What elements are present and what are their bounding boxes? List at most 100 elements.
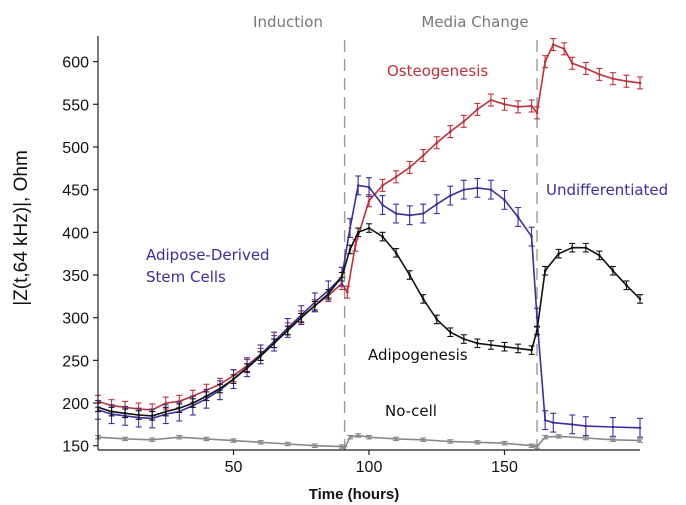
data-point <box>367 199 371 203</box>
data-point <box>367 226 371 230</box>
axes: 50 100 150 150 200 250 300 350 400 450 500 550 600 <box>62 36 640 476</box>
data-point <box>570 423 574 426</box>
y-tick-label: 300 <box>62 311 89 328</box>
y-tick-label: 550 <box>62 97 89 114</box>
data-point <box>611 269 615 273</box>
data-point <box>503 345 506 349</box>
data-point <box>638 426 642 430</box>
data-point <box>340 275 344 279</box>
data-point <box>421 438 425 442</box>
x-axis-label: Time (hours) <box>309 486 400 503</box>
plot-background <box>98 36 640 450</box>
data-point <box>611 77 615 80</box>
y-tick-label: 250 <box>62 353 89 370</box>
data-point <box>449 194 452 197</box>
y-tick-label: 350 <box>62 268 89 285</box>
y-tick-label: 500 <box>62 140 89 157</box>
data-point <box>638 439 642 442</box>
data-point <box>421 154 425 157</box>
data-point <box>611 425 615 429</box>
data-point <box>408 166 411 169</box>
data-point <box>394 251 398 255</box>
data-point <box>598 254 601 257</box>
y-tick-label: 150 <box>62 439 89 456</box>
data-point <box>178 406 181 410</box>
data-point <box>356 434 360 437</box>
data-point <box>476 186 479 190</box>
data-point <box>562 47 566 51</box>
data-point <box>327 292 330 296</box>
data-point <box>394 175 398 179</box>
data-point <box>611 438 615 442</box>
data-point <box>638 81 642 85</box>
data-point <box>584 246 588 249</box>
data-point <box>348 226 352 230</box>
data-point <box>408 213 411 217</box>
data-point <box>503 441 506 445</box>
data-point <box>570 246 574 249</box>
data-point <box>191 401 195 405</box>
no-cell-label: No-cell <box>385 402 437 420</box>
data-point <box>530 444 533 448</box>
data-point <box>584 67 588 70</box>
data-point <box>356 184 360 187</box>
data-point <box>313 444 317 448</box>
data-point <box>543 435 547 439</box>
series-group-4 <box>95 433 643 451</box>
series-group-3 <box>95 223 643 421</box>
data-point <box>286 329 290 332</box>
data-point <box>584 424 588 428</box>
data-point <box>557 435 560 438</box>
data-point <box>435 141 439 145</box>
data-point <box>435 202 439 206</box>
data-point <box>535 329 539 332</box>
data-point <box>476 441 479 444</box>
data-point <box>476 341 479 345</box>
y-tick-label: 600 <box>62 55 89 72</box>
data-point <box>535 111 539 115</box>
x-tick-label: 100 <box>356 459 383 476</box>
data-point <box>557 252 560 255</box>
data-point <box>205 394 208 398</box>
data-point <box>367 435 371 439</box>
adipose-stem-cells-label-line2: Stem Cells <box>146 268 226 286</box>
data-point <box>110 410 113 413</box>
data-point <box>638 297 642 301</box>
y-tick-label: 450 <box>62 183 89 200</box>
y-tick-label: 200 <box>62 396 89 413</box>
data-point <box>435 318 439 321</box>
data-point <box>150 414 154 418</box>
undifferentiated-label: Undifferentiated <box>546 181 668 199</box>
data-point <box>343 446 346 450</box>
data-point <box>449 440 452 443</box>
data-point <box>476 108 479 111</box>
data-point <box>625 79 628 83</box>
data-point <box>503 198 506 202</box>
data-point <box>164 410 168 413</box>
data-point <box>313 304 317 308</box>
adipogenesis-label: Adipogenesis <box>368 346 468 364</box>
data-point <box>543 418 547 422</box>
data-point <box>348 435 352 439</box>
data-point <box>232 439 235 442</box>
data-point <box>530 104 533 108</box>
data-point <box>543 269 547 273</box>
data-point <box>259 354 262 358</box>
data-point <box>205 437 208 441</box>
data-point <box>598 73 601 76</box>
adipose-stem-cells-label-line1: Adipose-Derived <box>146 246 270 264</box>
data-point <box>516 347 520 350</box>
data-point <box>394 212 398 215</box>
data-point <box>178 435 181 439</box>
data-point <box>164 401 168 405</box>
data-point <box>299 316 303 319</box>
osteogenesis-label: Osteogenesis <box>387 62 488 80</box>
data-point <box>421 297 425 301</box>
data-point <box>421 212 425 215</box>
plot-area <box>98 36 640 450</box>
data-point <box>489 188 493 191</box>
data-point <box>137 413 140 417</box>
x-tick-label: 50 <box>225 459 243 476</box>
data-point <box>367 185 371 189</box>
data-point <box>348 248 352 251</box>
